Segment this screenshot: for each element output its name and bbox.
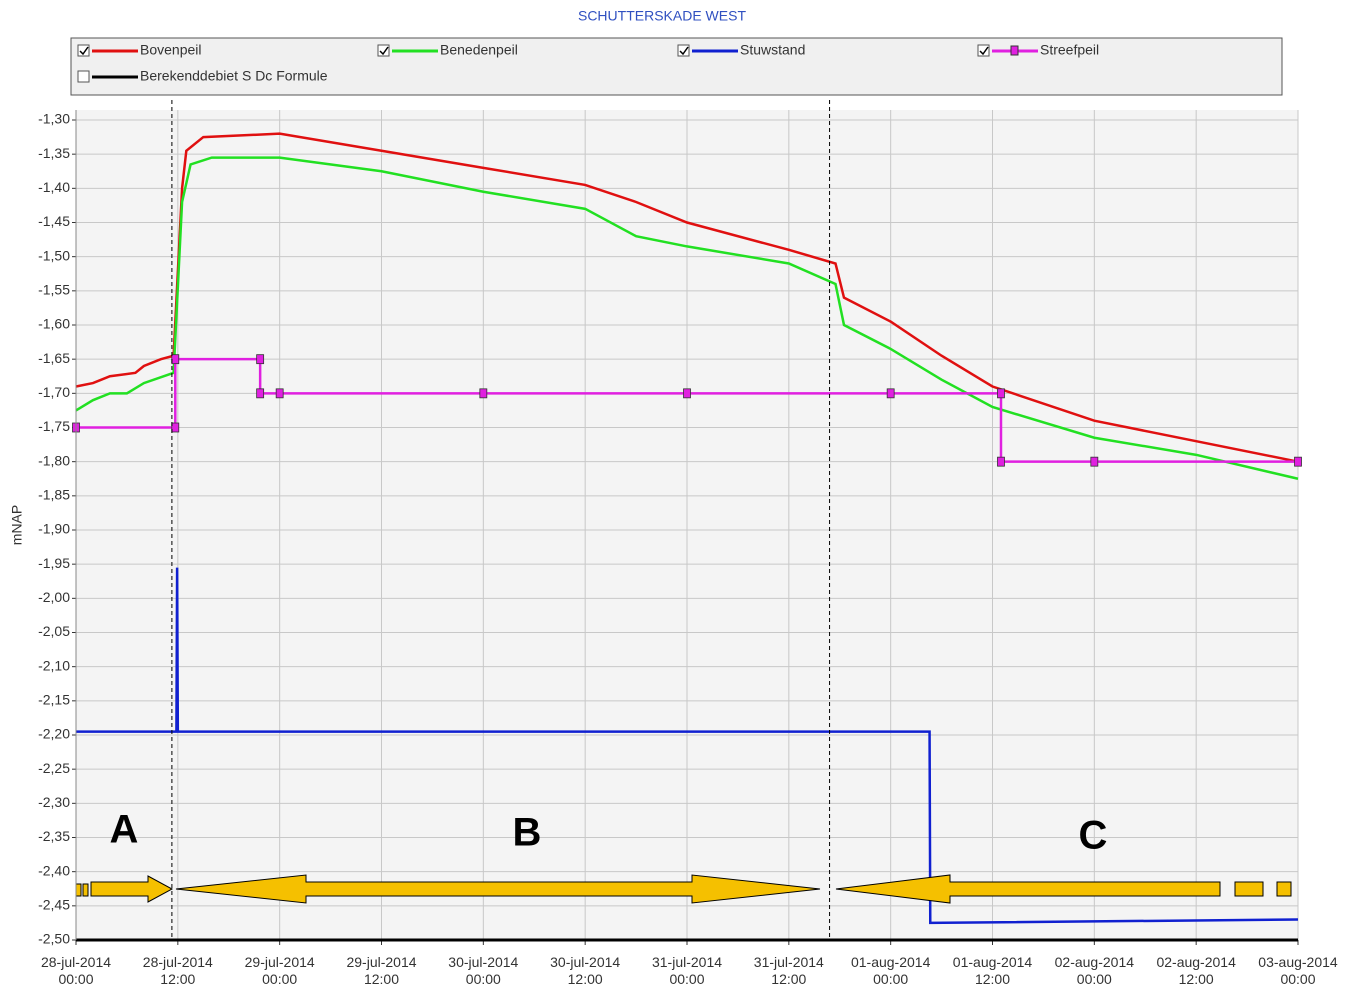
series-marker [256,354,265,365]
y-tick-label: -1,90 [38,521,70,537]
y-tick-label: -1,75 [38,418,70,434]
series-line [76,567,1299,925]
legend-checkbox[interactable] [77,70,90,83]
legend-box [70,37,1283,96]
x-tick-label: 31-jul-2014 12:00 [753,954,824,987]
chart-title: SCHUTTERSKADE WEST [578,8,746,24]
arrows [75,874,1292,904]
y-tick-label: -2,40 [38,862,70,878]
annotation: A [110,808,139,852]
y-tick-label: -1,35 [38,145,70,161]
y-tick-label: -2,25 [38,760,70,776]
x-tick-label: 30-jul-2014 00:00 [448,954,519,987]
legend-checkbox[interactable] [977,44,990,57]
x-tick-label: 29-jul-2014 00:00 [244,954,315,987]
x-tick-label: 03-aug-2014 00:00 [1258,954,1338,987]
x-tick-label: 28-jul-2014 00:00 [40,954,112,987]
y-tick-label: -2,20 [38,726,70,742]
y-axis-label: mNAP [9,505,25,545]
series-marker [256,388,265,399]
legend-checkbox[interactable] [77,44,90,57]
legend-check [979,46,989,56]
series-marker [1090,456,1099,467]
y-tick-label: -1,55 [38,282,70,298]
y-tick-label: -1,45 [38,213,70,229]
series-line [75,156,1299,480]
y-tick-label: -2,05 [38,623,70,639]
legend-checkbox[interactable] [677,44,690,57]
x-tick-label: 01-aug-2014 00:00 [850,954,931,987]
legend-label: Stuwstand [740,42,805,58]
legend-check [679,46,689,56]
series-line [75,132,1299,463]
annotation: C [1079,814,1108,858]
y-tick-label: -1,65 [38,350,70,366]
y-tick-label: -1,80 [38,452,70,468]
y-tick-label: -1,60 [38,316,70,332]
legend-checkbox[interactable] [377,44,390,57]
series-marker [275,388,284,399]
legend-label: Benedenpeil [440,42,518,58]
y-tick-label: -1,30 [38,111,70,127]
legend-label: Bovenpeil [140,42,202,58]
y-tick-label: -2,45 [38,897,70,913]
y-tick-label: -1,85 [38,487,70,503]
series-marker [997,388,1005,399]
y-tick-label: -2,15 [38,692,70,708]
legend-check [79,46,89,56]
y-tick-label: -1,70 [38,384,70,400]
x-tick-label: 28-jul-2014 12:00 [142,954,213,987]
legend-marker [1010,45,1019,56]
legend-label: Streefpeil [1040,42,1099,58]
x-tick-label: 01-aug-2014 12:00 [952,954,1033,987]
y-tick-label: -2,00 [38,589,70,605]
y-tick-label: -2,30 [38,794,70,810]
y-tick-label: -2,35 [38,828,70,844]
series-marker [683,388,691,399]
x-tick-label: 30-jul-2014 12:00 [550,954,621,987]
x-tick-label: 02-aug-2014 12:00 [1156,954,1236,987]
series-marker [171,422,180,433]
legend-label: Berekenddebiet S Dc Formule [140,68,328,84]
series-marker [997,456,1005,467]
series-marker [886,388,895,399]
y-tick-label: -1,95 [38,555,70,571]
annotation: B [513,811,542,855]
y-tick-label: -2,50 [38,931,70,947]
legend-check [379,46,389,56]
y-tick-label: -1,40 [38,179,70,195]
series-marker [1294,456,1302,467]
x-tick-label: 29-jul-2014 12:00 [346,954,417,987]
y-tick-label: -2,10 [38,657,70,673]
x-tick-label: 31-jul-2014 00:00 [651,954,723,987]
x-tick-label: 02-aug-2014 00:00 [1054,954,1135,987]
series-marker [171,354,180,365]
y-tick-label: -1,50 [38,247,70,263]
series-marker [479,388,488,399]
